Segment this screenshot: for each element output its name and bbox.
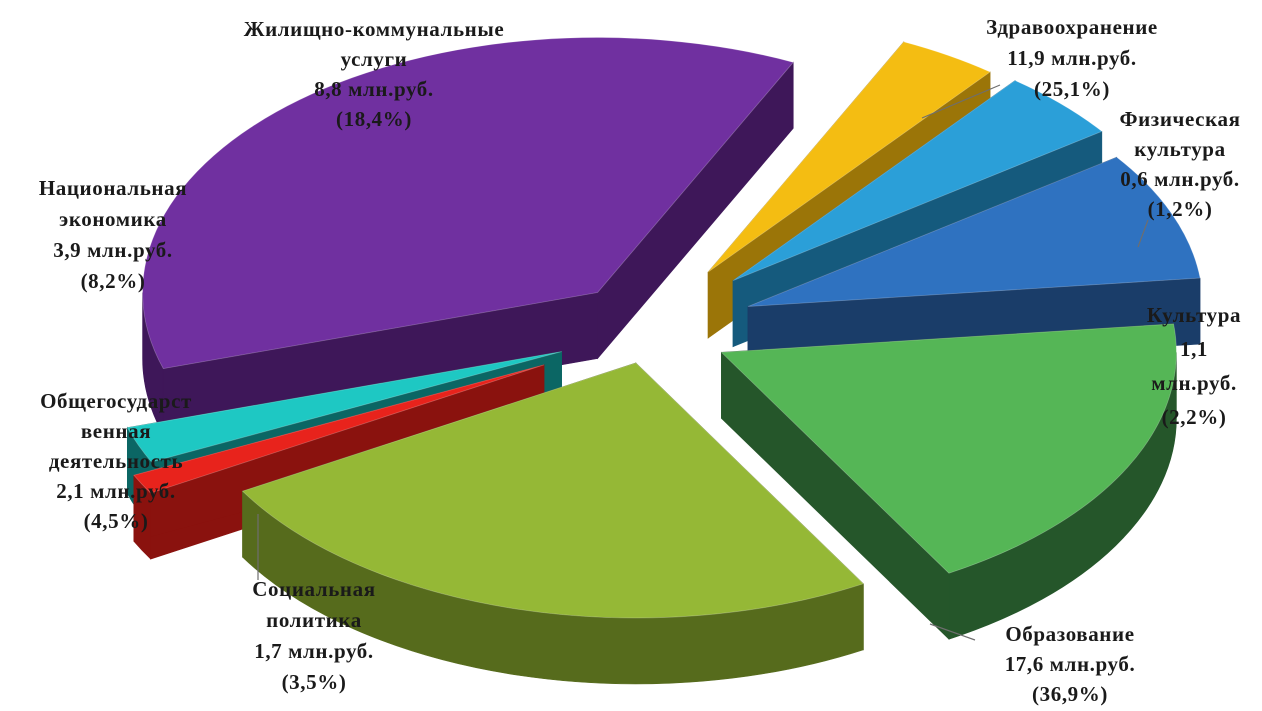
slice-label-5-line-3: 2,1 млн.руб. [56,479,176,503]
slice-label-5-line-4: (4,5%) [84,509,149,533]
slice-label-7-line-3: (18,4%) [336,107,412,131]
slice-label-0-line-1: 11,9 млн.руб. [1007,46,1136,70]
slice-label-1-line-0: Физическая [1119,107,1240,131]
slice-label-2-line-1: 1,1 [1180,337,1208,361]
slice-label-1-line-1: культура [1134,137,1225,161]
slice-label-3: Образование 17,6 млн.руб. (36,9%) [1005,622,1136,706]
slice-label-6-line-3: (8,2%) [81,269,146,293]
slice-7 [720,323,1177,574]
slice-label-5: Общегосударст венная деятельность 2,1 млн.р… [40,389,192,533]
slice-label-5-line-0: Общегосударст [40,389,192,413]
slice-label-5-line-2: деятельность [49,449,183,473]
slice-label-6-line-0: Национальная [39,176,187,200]
slice-label-0-line-2: (25,1%) [1034,77,1110,101]
slice-label-4: Социальная политика 1,7 млн.руб. (3,5%) [252,577,375,694]
slice-label-7-line-0: Жилищно-коммунальные [244,17,505,41]
slice-label-5-line-1: венная [81,419,151,443]
slice-6 [747,156,1201,307]
slice-5 [732,80,1103,282]
slice-4 [707,41,991,273]
slice-label-6-line-1: экономика [59,207,167,231]
slice-label-3-line-1: 17,6 млн.руб. [1005,652,1136,676]
slice-label-6: Национальная экономика 3,9 млн.руб. (8,2%) [39,176,187,293]
slice-label-4-line-2: 1,7 млн.руб. [254,639,374,663]
leader-line-1 [1137,219,1149,248]
leader-lines [257,84,1149,641]
slice-label-7: Жилищно-коммунальные услуги 8,8 млн.руб. (1… [244,17,505,131]
slice-label-2: Культура 1,1 млн.руб. (2,2%) [1147,303,1241,429]
slice-label-0: Здравоохранение 11,9 млн.руб. (25,1%) [986,15,1158,101]
slice-label-7-line-2: 8,8 млн.руб. [314,77,434,101]
slice-0 [241,362,865,619]
slice-label-0-line-0: Здравоохранение [986,15,1158,39]
slice-label-2-line-3: (2,2%) [1162,405,1227,429]
slice-side-3-1 [597,61,794,360]
slice-label-2-line-0: Культура [1147,303,1241,327]
leader-line-3 [929,623,976,641]
slice-label-2-line-2: млн.руб. [1151,371,1237,395]
slice-label-6-line-2: 3,9 млн.руб. [53,238,173,262]
slice-label-3-line-0: Образование [1005,622,1134,646]
slice-2 [126,351,562,463]
slice-label-4-line-1: политика [266,608,362,632]
leader-line-0 [921,84,1001,119]
slice-1 [133,364,545,494]
slice-labels: Здравоохранение 11,9 млн.руб. (25,1%) Физич… [39,15,1241,706]
slice-label-4-line-3: (3,5%) [282,670,347,694]
slice-label-4-line-0: Социальная [252,577,375,601]
slice-label-7-line-1: услуги [341,47,408,71]
slice-label-1-line-2: 0,6 млн.руб. [1120,167,1240,191]
slice-label-3-line-2: (36,9%) [1032,682,1108,706]
slice-tops [126,37,1201,619]
slice-label-1: Физическая культура 0,6 млн.руб. (1,2%) [1119,107,1240,221]
slice-3 [142,37,794,370]
slice-label-1-line-3: (1,2%) [1148,197,1213,221]
